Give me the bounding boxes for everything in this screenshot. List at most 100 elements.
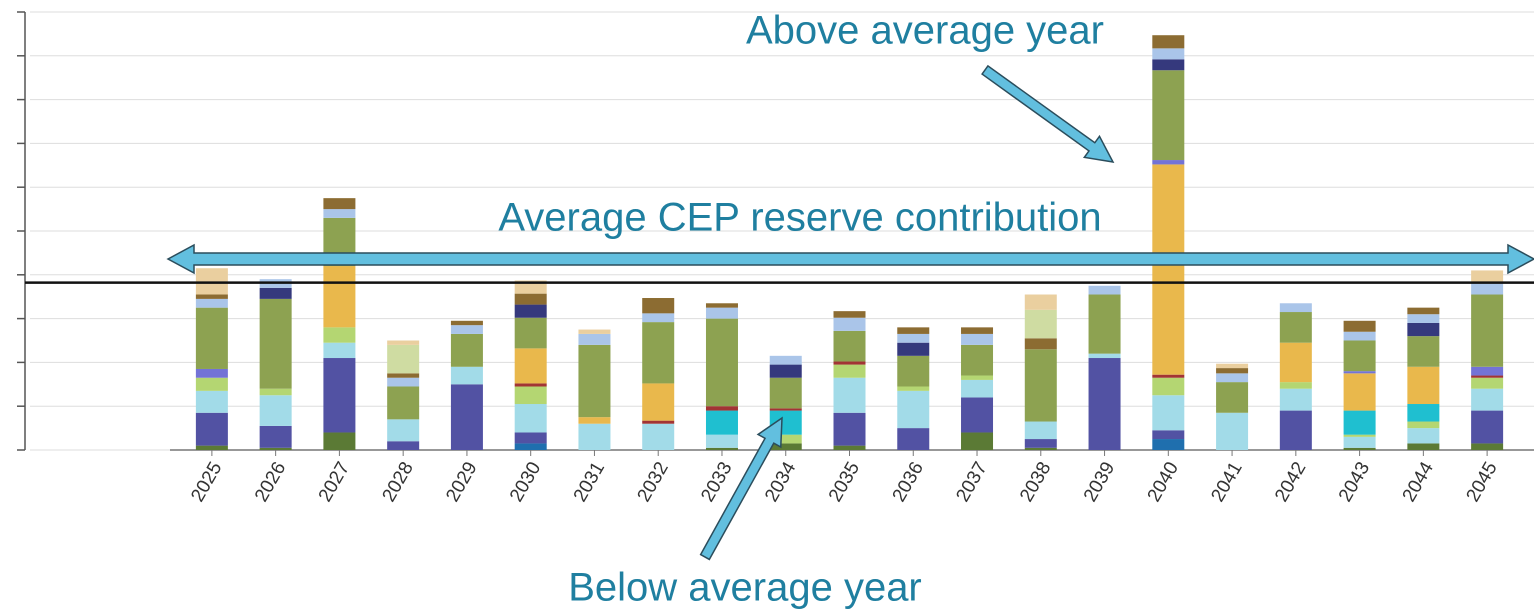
- bar-segment: [642, 383, 675, 421]
- bar-segment: [1152, 48, 1185, 60]
- bar-segment: [1343, 371, 1376, 374]
- bar-segment: [705, 410, 738, 435]
- bar-segment: [387, 386, 420, 420]
- bar-segment: [195, 377, 228, 391]
- bar-segment: [961, 432, 994, 450]
- bar-segment: [323, 432, 356, 450]
- arrow: [699, 416, 783, 561]
- bar-segment: [1279, 312, 1312, 343]
- bar-segment: [833, 364, 866, 378]
- bar-segment: [514, 304, 547, 318]
- x-tick-label: 2031: [570, 459, 609, 506]
- bar-segment: [897, 342, 930, 356]
- bar-segment: [450, 333, 483, 367]
- bar-segment: [195, 445, 228, 450]
- x-tick-label: 2042: [1271, 459, 1310, 506]
- bar-segment: [1471, 283, 1504, 295]
- bar-segment: [833, 412, 866, 446]
- bar-segment: [833, 317, 866, 331]
- x-tick-label: 2030: [506, 459, 545, 506]
- bar-segment: [1407, 443, 1440, 450]
- bar-segment: [195, 412, 228, 446]
- bar-segment: [1343, 373, 1376, 411]
- x-tick-label: 2045: [1462, 459, 1501, 506]
- bar-segment: [323, 358, 356, 433]
- x-tick-label: 2036: [889, 459, 928, 506]
- bar-segment: [1152, 164, 1185, 375]
- bar-segment: [1152, 439, 1185, 450]
- bar-segment: [1216, 382, 1249, 413]
- bar-segment: [1216, 373, 1249, 383]
- x-tick-label: 2037: [952, 459, 991, 506]
- bar-segment: [387, 340, 420, 345]
- bar-segment: [514, 348, 547, 384]
- bar-segment: [1088, 353, 1121, 359]
- bar-segment: [450, 384, 483, 450]
- x-tick-label: 2028: [379, 459, 418, 506]
- bar-segment: [769, 355, 802, 365]
- bar-segment: [897, 386, 930, 391]
- bar-segment: [1152, 160, 1185, 165]
- bar-segment: [195, 294, 228, 299]
- bar-segment: [450, 366, 483, 385]
- bar-segment: [833, 330, 866, 362]
- bar-segment: [642, 298, 675, 314]
- bar-segment: [259, 287, 292, 299]
- x-tick-label: 2044: [1399, 458, 1439, 505]
- bar-segment: [769, 377, 802, 409]
- arrow: [981, 64, 1115, 163]
- bar-segment: [578, 417, 611, 424]
- bar-segment: [514, 383, 547, 387]
- bar-segment: [705, 447, 738, 450]
- x-tick-label: 2043: [1335, 459, 1374, 506]
- bar-segment: [1152, 430, 1185, 440]
- bar-segment: [1343, 434, 1376, 437]
- bar-segment: [259, 395, 292, 426]
- bar-segment: [1407, 421, 1440, 429]
- bar-segment: [450, 320, 483, 326]
- bar-segment: [1088, 285, 1121, 295]
- bar-segment: [195, 368, 228, 378]
- bar-segment: [1152, 70, 1185, 161]
- x-tick-label: 2039: [1080, 459, 1119, 506]
- x-tick-label: 2026: [251, 459, 290, 506]
- bar-segment: [961, 397, 994, 433]
- bar-segment: [961, 375, 994, 380]
- bar-segment: [1024, 309, 1057, 339]
- bar-segment: [1471, 377, 1504, 389]
- bar-segment: [833, 377, 866, 413]
- bar-segment: [1024, 294, 1057, 310]
- bar-segment: [1152, 395, 1185, 431]
- bar-segment: [1407, 404, 1440, 422]
- bar-segment: [1343, 447, 1376, 450]
- bar-segment: [1024, 349, 1057, 422]
- bar-segment: [450, 325, 483, 334]
- bar-segment: [1407, 366, 1440, 405]
- bar-segment: [833, 361, 866, 365]
- bar-segment: [705, 303, 738, 308]
- bar-segment: [642, 420, 675, 424]
- x-tick-label: 2035: [825, 459, 864, 506]
- bar-segment: [259, 298, 292, 389]
- x-tick-label: 2032: [634, 459, 673, 506]
- bar-segment: [1279, 382, 1312, 389]
- annotation: Average CEP reserve contribution: [498, 196, 1101, 240]
- bar-segment: [387, 377, 420, 387]
- bar-segment: [195, 307, 228, 369]
- bar-segment: [1024, 338, 1057, 350]
- bar-segment: [578, 333, 611, 345]
- bar-segment: [1088, 358, 1121, 450]
- bar-segment: [961, 327, 994, 334]
- bar-segment: [705, 307, 738, 319]
- bar-segment: [961, 344, 994, 376]
- bar-segment: [1279, 303, 1312, 313]
- bar-segment: [705, 434, 738, 448]
- bar-segment: [514, 317, 547, 349]
- bar-segment: [323, 209, 356, 218]
- bar-segment: [705, 318, 738, 407]
- bar-segment: [642, 313, 675, 323]
- annotation: Above average year: [746, 9, 1104, 53]
- bar-segment: [1152, 377, 1185, 396]
- bar-segment: [1471, 270, 1504, 284]
- bar-segment: [705, 406, 738, 411]
